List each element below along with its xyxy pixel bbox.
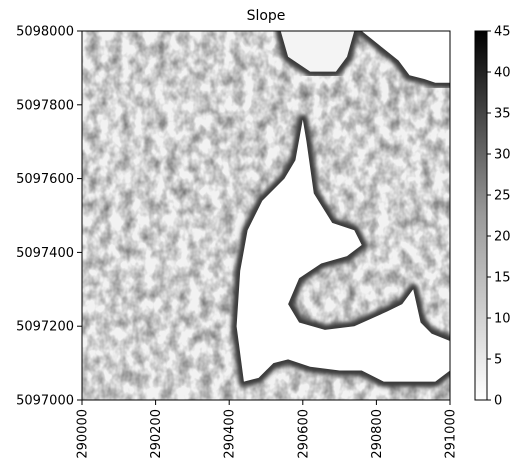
colorbar-tick-label: 5	[494, 353, 502, 368]
colorbar-frame	[474, 30, 488, 401]
region-1	[361, 31, 450, 83]
plot-frame	[81, 30, 451, 401]
colorbar-tick-label: 25	[494, 189, 511, 204]
y-tick-label: 5097600	[16, 172, 74, 187]
y-axis: 5097000 5097200 5097400 5097600 5097800 50980…	[16, 25, 82, 409]
colorbar-tick-label: 10	[494, 312, 511, 327]
region-2	[280, 31, 355, 72]
colorbar-tick-label: 20	[494, 230, 511, 245]
x-tick-label: 290200	[149, 409, 164, 459]
x-tick-label: 291000	[444, 409, 459, 459]
y-tick-label: 5097200	[16, 320, 74, 335]
x-tick-label: 290800	[370, 409, 385, 459]
slope-map	[82, 31, 450, 400]
colorbar-tick-label: 40	[494, 66, 511, 81]
colorbar-tick-label: 0	[494, 394, 502, 409]
x-tick-label: 290400	[223, 409, 238, 459]
colorbar-tick-label: 15	[494, 271, 511, 286]
region-0	[236, 119, 450, 382]
colorbar-tick-label: 30	[494, 148, 511, 163]
x-tick-label: 290600	[296, 409, 311, 459]
y-tick-label: 5098000	[16, 25, 74, 40]
y-tick-label: 5097400	[16, 246, 74, 261]
chart-title: Slope	[247, 8, 286, 24]
colorbar	[475, 31, 487, 400]
colorbar-tick-label: 45	[494, 25, 511, 40]
x-tick-label: 290000	[76, 409, 91, 459]
x-axis: 290000 290200 290400 290600 290800 291000	[76, 400, 459, 459]
y-tick-label: 5097800	[16, 98, 74, 113]
y-tick-label: 5097000	[16, 394, 74, 409]
colorbar-tick-label: 35	[494, 107, 511, 122]
colorbar-axis: 0 5 10 15 20 25 30 35 40 45	[487, 25, 511, 409]
